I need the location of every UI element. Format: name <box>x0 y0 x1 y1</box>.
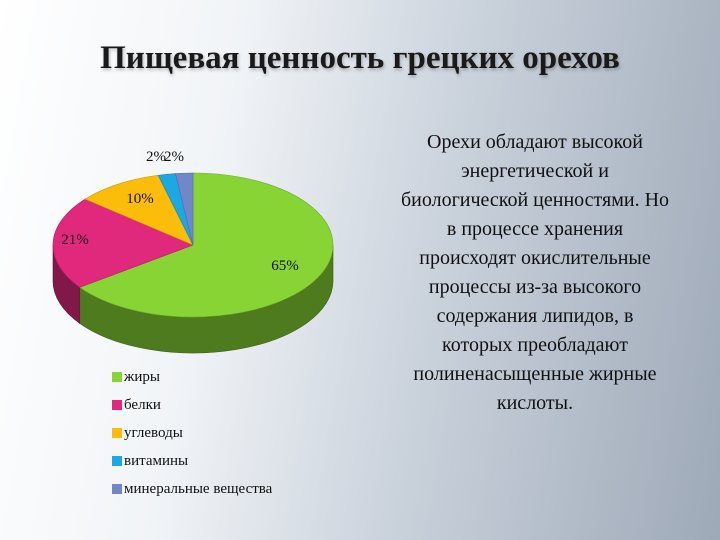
data-label-proteins: 21% <box>61 232 89 248</box>
legend-item-minerals: минеральные вещества <box>112 478 272 506</box>
pie-slice-minerals <box>175 172 194 246</box>
legend-swatch-minerals <box>112 484 122 494</box>
chart-legend: жиры белки углеводы витамины минеральные вещ… <box>112 366 272 506</box>
data-label-vitamins: 2% <box>146 149 166 165</box>
data-label-minerals: 2% <box>164 149 184 165</box>
legend-item-proteins: белки <box>112 394 272 422</box>
pie-slice-proteins <box>52 198 194 288</box>
legend-label-vitamins: витамины <box>124 453 189 469</box>
slide-title: Пищевая ценность грецких орехов <box>100 40 620 76</box>
data-label-fats: 65% <box>271 258 299 274</box>
description-text: Орехи обладают высокой энергетической и … <box>400 131 670 414</box>
legend-swatch-carbs <box>112 428 122 438</box>
legend-swatch-vitamins <box>112 456 122 466</box>
legend-label-carbs: углеводы <box>124 425 183 441</box>
legend-label-proteins: белки <box>124 397 161 413</box>
pie-slice-carbs <box>84 174 194 246</box>
pie-slice-fats <box>79 172 334 318</box>
legend-swatch-proteins <box>112 400 122 410</box>
data-label-carbs: 10% <box>126 191 154 207</box>
legend-swatch-fats <box>112 372 122 382</box>
legend-item-fats: жиры <box>112 366 272 394</box>
legend-label-minerals: минеральные вещества <box>124 481 273 497</box>
legend-label-fats: жиры <box>124 369 160 385</box>
legend-item-vitamins: витамины <box>112 450 272 478</box>
legend-item-carbs: углеводы <box>112 422 272 450</box>
